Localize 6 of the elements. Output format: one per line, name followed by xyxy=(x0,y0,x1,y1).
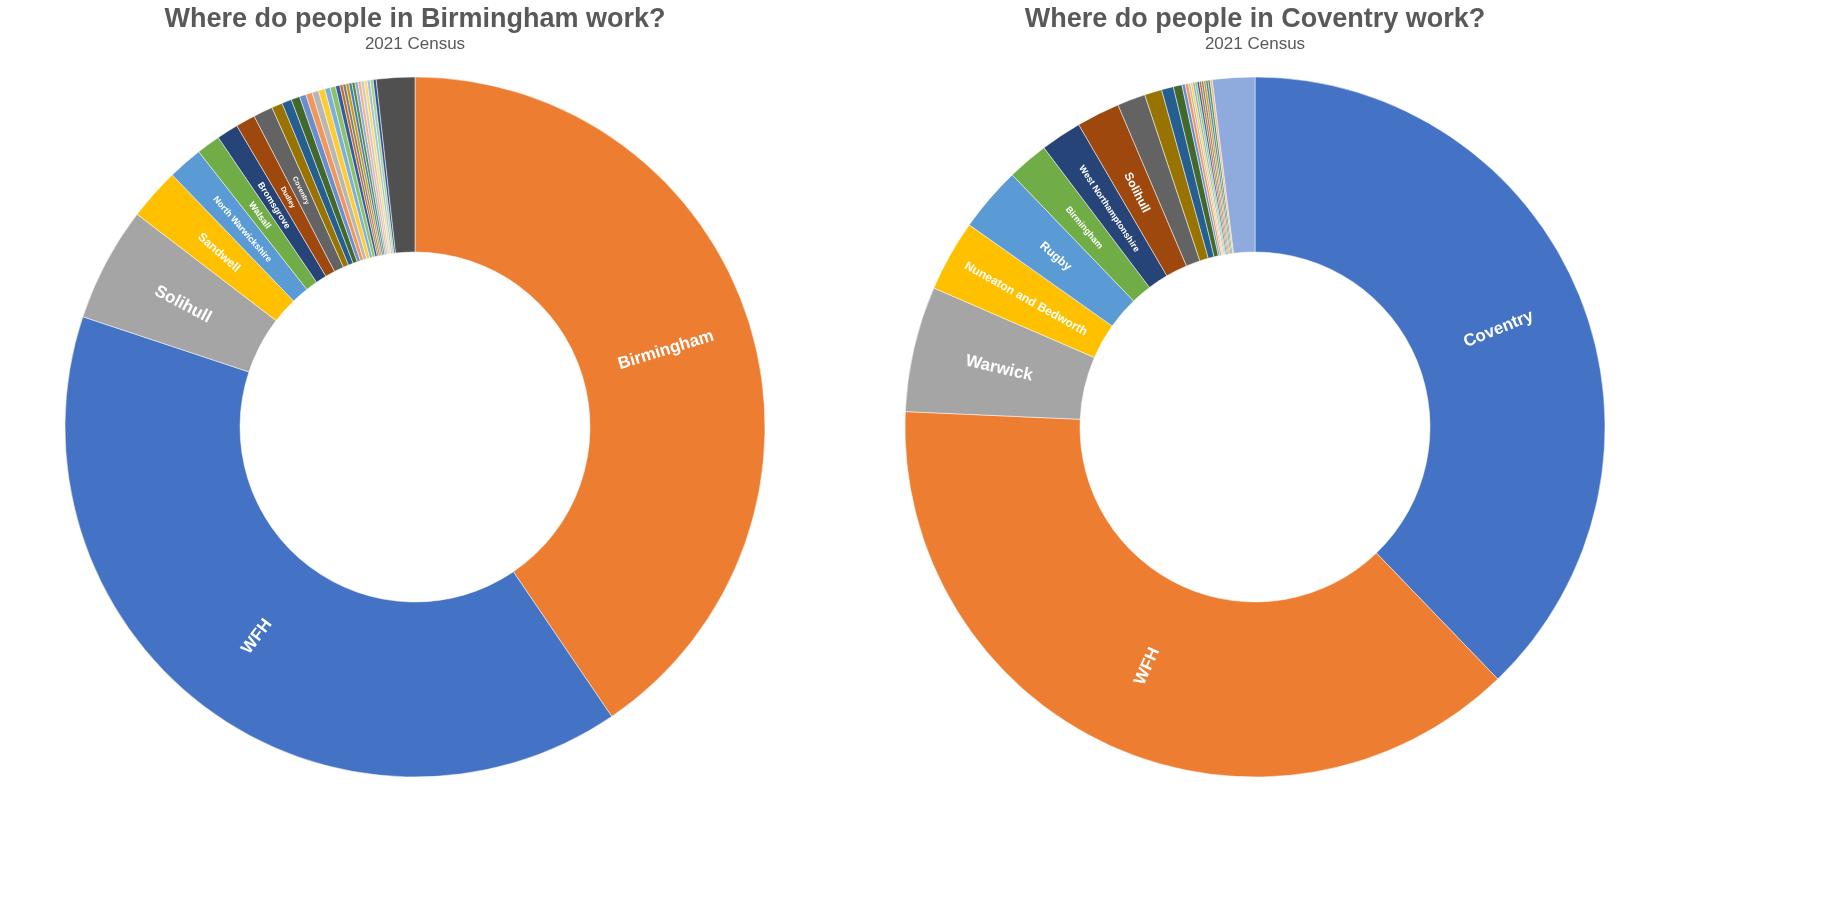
chart-subtitle: 2021 Census xyxy=(364,34,466,53)
slice-label: WFH xyxy=(1129,644,1164,688)
slice-label: Warwick xyxy=(963,350,1036,385)
chart-subtitle: 2021 Census xyxy=(1204,34,1306,53)
chart-title: Where do people in Coventry work? xyxy=(1024,3,1486,33)
chart-title: Where do people in Birmingham work? xyxy=(164,3,666,33)
